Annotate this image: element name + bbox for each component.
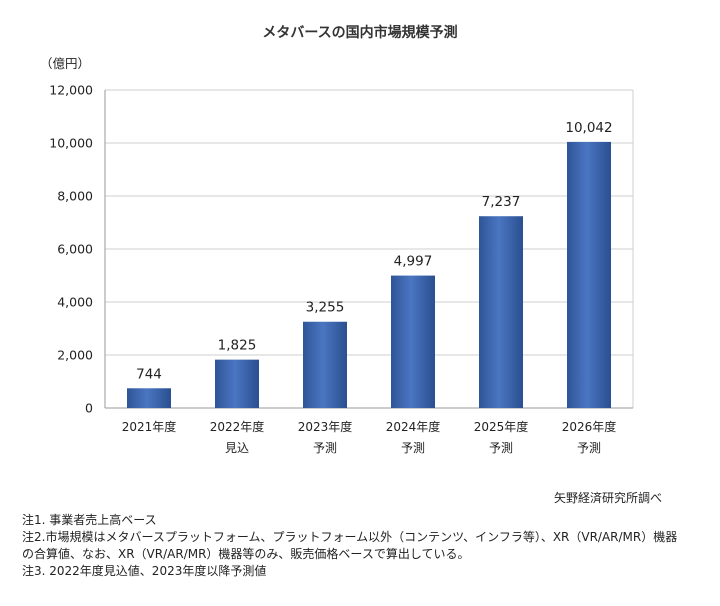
chart-title: メタバースの国内市場規模予測 bbox=[262, 25, 458, 41]
x-category-label: 2022年度 bbox=[210, 419, 265, 434]
x-category-label: 2023年度 bbox=[298, 419, 353, 434]
footnote-1: 注1. 事業者売上高ベース bbox=[22, 513, 157, 527]
y-tick-label: 6,000 bbox=[57, 242, 93, 257]
y-axis-unit-label: （億円） bbox=[40, 56, 90, 71]
bar bbox=[215, 359, 259, 408]
y-tick-label: 8,000 bbox=[57, 189, 93, 204]
x-category-sublabel: 予測 bbox=[401, 441, 425, 455]
y-tick-label: 0 bbox=[85, 401, 93, 416]
data-label: 3,255 bbox=[306, 300, 345, 316]
x-category-sublabel: 見込 bbox=[225, 441, 249, 455]
data-label: 10,042 bbox=[565, 120, 612, 136]
footnote-3: 注3. 2022年度見込値、2023年度以降予測値 bbox=[22, 564, 267, 578]
data-label: 1,825 bbox=[218, 338, 257, 354]
y-tick-label: 12,000 bbox=[49, 83, 93, 98]
footnotes: 注1. 事業者売上高ベース 注2.市場規模はメタバースプラットフォーム、プラット… bbox=[22, 512, 702, 580]
data-label: 744 bbox=[136, 366, 162, 382]
x-category-label: 2021年度 bbox=[122, 419, 177, 434]
y-tick-label: 10,000 bbox=[49, 136, 93, 151]
data-labels: 744 1,825 3,255 4,997 7,237 10,042 bbox=[136, 120, 613, 382]
bar bbox=[479, 216, 523, 408]
bar bbox=[127, 388, 171, 408]
x-category-label: 2026年度 bbox=[562, 419, 617, 434]
footnote-2: 注2.市場規模はメタバースプラットフォーム、プラットフォーム以外（コンテンツ、イ… bbox=[22, 530, 678, 544]
bars bbox=[127, 141, 611, 408]
x-category-sublabel: 予測 bbox=[489, 441, 513, 455]
x-category-sublabel: 予測 bbox=[313, 441, 337, 455]
y-tick-label: 2,000 bbox=[57, 348, 93, 363]
data-label: 4,997 bbox=[394, 254, 433, 270]
x-category-label: 2024年度 bbox=[386, 419, 441, 434]
data-label: 7,237 bbox=[482, 194, 521, 210]
axes: 0 2,000 4,000 6,000 8,000 10,000 12,000 2021年度 2… bbox=[49, 83, 634, 455]
x-category-sublabel: 予測 bbox=[577, 441, 601, 455]
bar bbox=[391, 275, 435, 408]
bar-chart: （億円） 0 2,000 4,000 6,000 8,000 10,000 12,000 20… bbox=[40, 56, 634, 455]
gridlines bbox=[105, 89, 633, 356]
y-tick-label: 4,000 bbox=[57, 295, 93, 310]
source-credit: 矢野経済研究所調べ bbox=[553, 491, 662, 505]
x-category-label: 2025年度 bbox=[474, 419, 529, 434]
bar bbox=[567, 141, 611, 408]
footnote-2-continued: の合算値、なお、XR（VR/AR/MR）機器等のみ、販売価格ベースで算出している… bbox=[22, 547, 470, 561]
bar bbox=[303, 321, 347, 408]
